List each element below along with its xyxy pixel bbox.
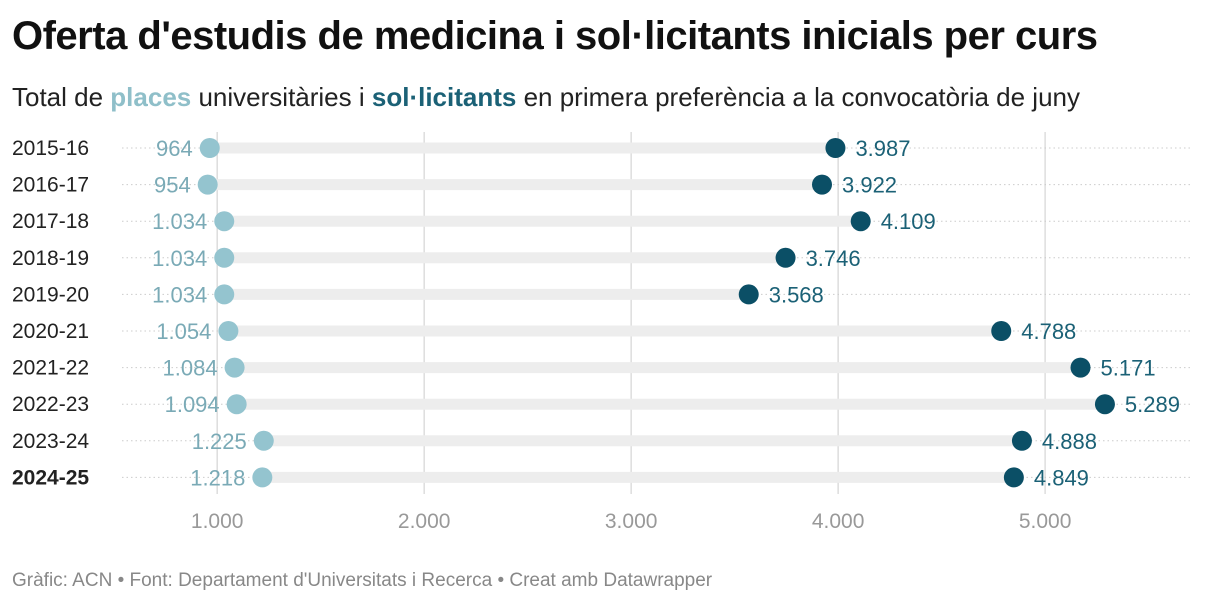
solicitants-value-label: 3.568 — [769, 282, 824, 307]
places-value-label: 1.054 — [156, 319, 211, 344]
places-dot — [199, 138, 220, 158]
places-value-label: 964 — [156, 136, 193, 161]
places-dot — [214, 247, 235, 268]
category-label: 2017-18 — [12, 210, 89, 233]
places-dot — [214, 284, 235, 305]
x-tick-label: 1.000 — [191, 510, 244, 533]
chart-title: Oferta d'estudis de medicina i sol·licit… — [12, 14, 1098, 58]
solicitants-dot — [1070, 357, 1091, 378]
places-value-label: 1.218 — [190, 465, 245, 490]
places-dot — [224, 357, 245, 378]
x-tick-label: 3.000 — [605, 510, 658, 533]
source-credit: Gràfic: ACN • Font: Departament d'Univer… — [12, 570, 713, 591]
solicitants-dot — [775, 247, 796, 268]
places-value-label: 954 — [154, 173, 191, 198]
x-tick-label: 5.000 — [1019, 510, 1072, 533]
subtitle-places-legend: places — [110, 82, 192, 112]
solicitants-value-label: 5.171 — [1101, 356, 1156, 381]
places-value-label: 1.034 — [152, 282, 207, 307]
category-label: 2015-16 — [12, 137, 89, 160]
solicitants-dot — [1011, 430, 1032, 451]
places-value-label: 1.225 — [192, 429, 247, 454]
category-label: 2020-21 — [12, 320, 89, 343]
category-label: 2022-23 — [12, 393, 89, 416]
places-dot — [226, 394, 247, 415]
subtitle-prefix: Total de — [12, 82, 111, 112]
category-label: 2018-19 — [12, 247, 89, 270]
category-label: 2021-22 — [12, 357, 89, 380]
solicitants-value-label: 3.987 — [855, 136, 910, 161]
category-label: 2024-25 — [12, 466, 89, 489]
category-label: 2023-24 — [12, 430, 89, 453]
solicitants-dot — [850, 211, 871, 232]
x-tick-label: 4.000 — [812, 510, 865, 533]
category-label: 2019-20 — [12, 283, 89, 306]
places-dot — [218, 321, 239, 341]
places-value-label: 1.094 — [165, 392, 220, 417]
subtitle-middle: universitàries i — [191, 82, 372, 112]
solicitants-value-label: 5.289 — [1125, 392, 1180, 417]
solicitants-dot — [1003, 467, 1024, 488]
places-value-label: 1.084 — [163, 356, 218, 381]
places-value-label: 1.034 — [152, 209, 207, 234]
places-dot — [253, 430, 274, 451]
solicitants-value-label: 4.888 — [1042, 429, 1097, 454]
chart-subtitle: Total de places universitàries i sol·lic… — [12, 82, 1080, 113]
places-dot — [197, 174, 218, 195]
category-label: 2016-17 — [12, 174, 89, 197]
solicitants-value-label: 3.922 — [842, 173, 897, 198]
subtitle-solicitants-legend: sol·licitants — [371, 82, 517, 112]
solicitants-dot — [1094, 394, 1115, 415]
solicitants-value-label: 4.788 — [1021, 319, 1076, 344]
solicitants-dot — [825, 138, 846, 158]
x-tick-label: 2.000 — [398, 510, 451, 533]
solicitants-dot — [991, 321, 1012, 341]
subtitle-suffix: en primera preferència a la convocatòria… — [516, 82, 1081, 112]
solicitants-dot — [738, 284, 759, 305]
places-value-label: 1.034 — [152, 246, 207, 271]
places-dot — [214, 211, 235, 232]
solicitants-value-label: 3.746 — [806, 246, 861, 271]
places-dot — [252, 467, 273, 488]
solicitants-value-label: 4.849 — [1034, 465, 1089, 490]
solicitants-value-label: 4.109 — [881, 209, 936, 234]
solicitants-dot — [811, 174, 832, 195]
